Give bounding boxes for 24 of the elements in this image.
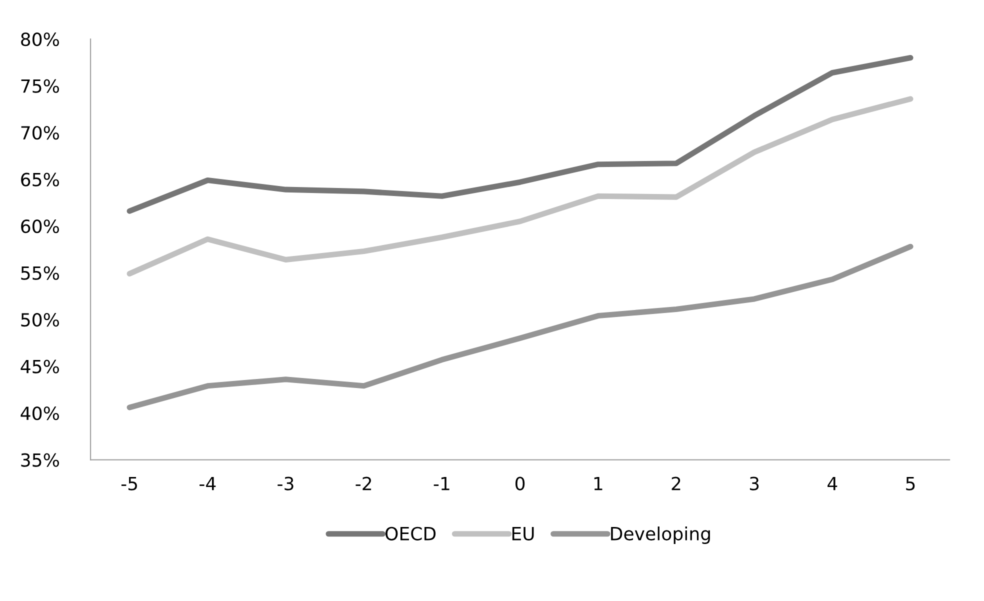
x-tick-label: -5: [121, 476, 137, 490]
x-tick-label: 3: [750, 476, 759, 490]
x-tick-label: 2: [672, 476, 680, 490]
y-tick-label: 80%: [21, 32, 59, 46]
x-tick-label: 1: [594, 476, 602, 490]
x-tick-label: -2: [356, 476, 372, 490]
y-tick-label: 60%: [21, 220, 59, 234]
y-tick-label: 70%: [21, 126, 59, 140]
y-tick-label: 55%: [21, 266, 59, 280]
legend-label: Developing: [611, 526, 710, 544]
legend-label: OECD: [386, 526, 436, 540]
y-tick-label: 75%: [21, 79, 59, 93]
y-tick-label: 35%: [21, 453, 59, 467]
y-tick-label: 45%: [20, 360, 59, 374]
x-tick-label: -3: [278, 476, 294, 490]
x-tick-label: 5: [906, 476, 915, 490]
x-tick-label: -4: [200, 476, 216, 490]
x-tick-label: 0: [515, 476, 525, 490]
x-tick-label: -1: [434, 476, 450, 490]
y-tick-label: 65%: [21, 172, 59, 186]
y-tick-label: 40%: [20, 406, 59, 420]
y-tick-label: 50%: [21, 312, 59, 327]
x-tick-label: 4: [828, 476, 838, 490]
legend-label: EU: [512, 527, 534, 540]
